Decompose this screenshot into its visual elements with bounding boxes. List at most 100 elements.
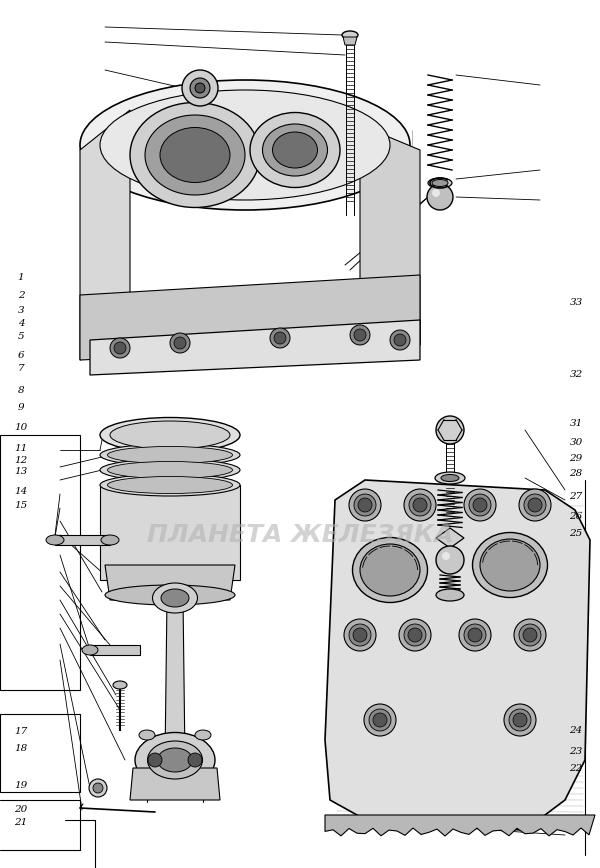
Ellipse shape: [135, 733, 215, 787]
Ellipse shape: [105, 585, 235, 605]
Circle shape: [358, 498, 372, 512]
Circle shape: [523, 628, 537, 642]
Circle shape: [93, 783, 103, 793]
Text: 25: 25: [569, 529, 583, 538]
Text: 22: 22: [569, 764, 583, 773]
Circle shape: [513, 713, 527, 727]
Ellipse shape: [107, 462, 233, 478]
Text: 30: 30: [569, 438, 583, 447]
Ellipse shape: [428, 178, 452, 188]
Text: 5: 5: [17, 332, 25, 341]
Circle shape: [469, 494, 491, 516]
Circle shape: [436, 416, 464, 444]
Polygon shape: [325, 480, 590, 830]
Ellipse shape: [152, 583, 197, 613]
Text: 9: 9: [17, 404, 25, 412]
Circle shape: [519, 624, 541, 646]
Circle shape: [373, 713, 387, 727]
Circle shape: [190, 78, 210, 98]
Circle shape: [524, 494, 546, 516]
Polygon shape: [90, 320, 420, 375]
Ellipse shape: [263, 124, 328, 176]
Circle shape: [270, 328, 290, 348]
Bar: [0, 435, 80, 690]
Ellipse shape: [195, 730, 211, 740]
Text: 4: 4: [17, 319, 25, 328]
Ellipse shape: [161, 589, 189, 607]
Ellipse shape: [82, 645, 98, 655]
Circle shape: [354, 329, 366, 341]
Circle shape: [174, 337, 186, 349]
Circle shape: [413, 498, 427, 512]
Circle shape: [182, 70, 218, 106]
Ellipse shape: [46, 535, 64, 545]
Bar: [55, 535, 110, 545]
Circle shape: [195, 83, 205, 93]
Text: 27: 27: [569, 492, 583, 501]
Circle shape: [344, 619, 376, 651]
Circle shape: [404, 624, 426, 646]
Circle shape: [408, 628, 422, 642]
Circle shape: [353, 628, 367, 642]
Text: 17: 17: [14, 727, 28, 736]
Circle shape: [442, 552, 450, 560]
Ellipse shape: [353, 537, 427, 602]
Circle shape: [170, 333, 190, 353]
Circle shape: [436, 546, 464, 574]
Ellipse shape: [360, 544, 420, 596]
Text: 24: 24: [569, 727, 583, 735]
Ellipse shape: [480, 539, 540, 591]
Text: 14: 14: [14, 487, 28, 496]
Text: 3: 3: [17, 306, 25, 315]
Polygon shape: [80, 110, 130, 360]
Circle shape: [89, 779, 107, 797]
Circle shape: [148, 753, 162, 767]
Circle shape: [369, 709, 391, 731]
Circle shape: [364, 704, 396, 736]
Ellipse shape: [342, 31, 358, 39]
Text: 13: 13: [14, 467, 28, 476]
Circle shape: [114, 342, 126, 354]
Ellipse shape: [432, 180, 448, 187]
Circle shape: [409, 494, 431, 516]
Text: 20: 20: [14, 806, 28, 814]
Ellipse shape: [160, 128, 230, 182]
Ellipse shape: [107, 446, 233, 464]
Circle shape: [473, 498, 487, 512]
Text: 12: 12: [14, 456, 28, 464]
Text: 8: 8: [17, 386, 25, 395]
Circle shape: [349, 489, 381, 521]
Polygon shape: [130, 768, 220, 800]
Circle shape: [350, 325, 370, 345]
Circle shape: [514, 619, 546, 651]
Ellipse shape: [110, 421, 230, 449]
Circle shape: [354, 494, 376, 516]
Text: 7: 7: [17, 364, 25, 372]
Circle shape: [390, 330, 410, 350]
Text: 29: 29: [569, 454, 583, 463]
Circle shape: [404, 489, 436, 521]
Circle shape: [468, 628, 482, 642]
Ellipse shape: [436, 589, 464, 601]
Ellipse shape: [435, 472, 465, 484]
Circle shape: [274, 332, 286, 344]
Text: 6: 6: [17, 352, 25, 360]
Circle shape: [349, 624, 371, 646]
Text: 28: 28: [569, 470, 583, 478]
Text: 19: 19: [14, 781, 28, 790]
Circle shape: [110, 338, 130, 358]
Circle shape: [188, 753, 202, 767]
Polygon shape: [360, 125, 420, 355]
Ellipse shape: [473, 532, 548, 597]
Ellipse shape: [148, 741, 203, 779]
Text: 31: 31: [569, 419, 583, 428]
Ellipse shape: [145, 115, 245, 195]
Ellipse shape: [130, 102, 260, 207]
Polygon shape: [325, 815, 595, 836]
Polygon shape: [80, 275, 420, 360]
Polygon shape: [100, 485, 240, 580]
Text: 1: 1: [17, 273, 25, 282]
Bar: [90, 645, 140, 655]
Circle shape: [399, 619, 431, 651]
Circle shape: [528, 498, 542, 512]
